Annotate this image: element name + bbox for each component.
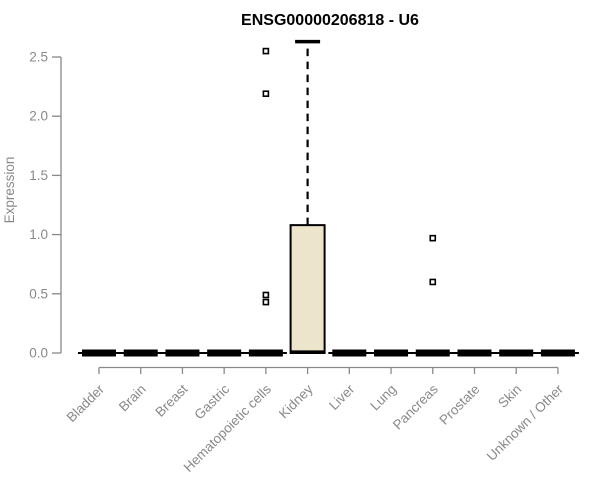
box-collapsed-liver bbox=[332, 349, 367, 357]
x-tick-label-skin: Skin bbox=[495, 382, 524, 411]
outlier-hematopoietic-cells bbox=[262, 298, 270, 306]
box-collapsed-skin bbox=[499, 349, 534, 357]
x-tick-label-bladder: Bladder bbox=[64, 381, 108, 425]
x-tick-label-unknown-other: Unknown / Other bbox=[484, 381, 567, 464]
box-collapsed-prostate bbox=[457, 349, 492, 357]
y-tick-label: 2.0 bbox=[29, 109, 48, 124]
x-tick-label-lung: Lung bbox=[367, 382, 399, 414]
box-kidney bbox=[289, 224, 326, 355]
x-tick-label-liver: Liver bbox=[326, 381, 358, 413]
outlier-hematopoietic-cells bbox=[262, 291, 270, 299]
box-collapsed-unknown-other bbox=[540, 349, 575, 357]
box-collapsed-gastric bbox=[207, 349, 242, 357]
outlier-pancreas bbox=[429, 278, 437, 286]
y-tick-label: 2.5 bbox=[29, 50, 48, 65]
y-tick-label: 1.0 bbox=[29, 227, 48, 242]
plot-area: 0.0 0.5 1.0 1.5 2.0 2.5 Bladder Brain Breast Gast… bbox=[29, 39, 579, 475]
box-collapsed-hematopoietic-cells bbox=[248, 349, 283, 357]
x-tick-label-prostate: Prostate bbox=[436, 382, 482, 428]
y-tick-label: 0.5 bbox=[29, 286, 48, 301]
y-tick-label: 1.5 bbox=[29, 168, 48, 183]
outlier-hematopoietic-cells bbox=[262, 90, 270, 98]
x-tick-label-pancreas: Pancreas bbox=[390, 381, 441, 432]
box-collapsed-breast bbox=[165, 349, 200, 357]
x-tick-label-breast: Breast bbox=[152, 381, 190, 419]
box-collapsed-lung bbox=[374, 349, 409, 357]
box-collapsed-bladder bbox=[82, 349, 116, 357]
x-tick-label-gastric: Gastric bbox=[191, 381, 232, 422]
outlier-pancreas bbox=[429, 234, 437, 242]
outlier-hematopoietic-cells bbox=[262, 47, 270, 55]
x-tick-label-kidney: Kidney bbox=[276, 381, 316, 421]
y-tick-label: 0.0 bbox=[29, 346, 48, 361]
box-collapsed-pancreas bbox=[415, 349, 450, 357]
x-tick-label-brain: Brain bbox=[116, 382, 149, 415]
box-collapsed-brain bbox=[123, 349, 158, 357]
chart-title: ENSG00000206818 - U6 bbox=[241, 12, 419, 29]
y-axis-title: Expression bbox=[2, 157, 17, 224]
